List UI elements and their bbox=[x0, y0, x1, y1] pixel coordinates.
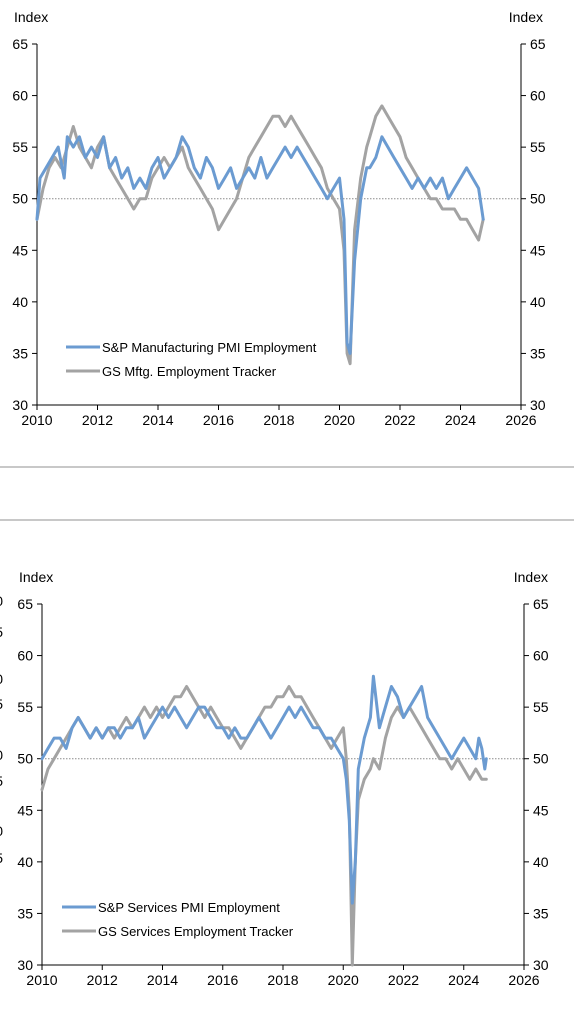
x-tick-label: 2014 bbox=[142, 412, 173, 428]
y-tick-label-left: 50 bbox=[17, 751, 33, 767]
y-tick-label-right: 30 bbox=[530, 397, 546, 413]
y-tick-label-right: 35 bbox=[530, 345, 546, 361]
x-tick-label: 2010 bbox=[26, 972, 57, 988]
x-tick-label: 2010 bbox=[21, 412, 52, 428]
y-tick-label-right: 65 bbox=[533, 596, 549, 612]
x-tick-label: 2012 bbox=[87, 972, 118, 988]
clipped-edge-label: 0 bbox=[0, 747, 3, 763]
chart-separator-top bbox=[0, 466, 574, 468]
y-tick-label-left: 45 bbox=[12, 242, 28, 258]
y-tick-label-left: 60 bbox=[12, 88, 28, 104]
y-tick-label-left: 35 bbox=[12, 345, 28, 361]
x-tick-label: 2024 bbox=[448, 972, 479, 988]
clipped-edge-label: 0 bbox=[0, 823, 3, 839]
chart-separator-bottom bbox=[0, 519, 574, 521]
y-tick-label-right: 55 bbox=[533, 699, 549, 715]
clipped-edge-label: 5 bbox=[0, 696, 3, 712]
x-tick-label: 2018 bbox=[263, 412, 294, 428]
y-tick-label-right: 50 bbox=[533, 751, 549, 767]
x-tick-label: 2022 bbox=[384, 412, 415, 428]
x-tick-label: 2012 bbox=[82, 412, 113, 428]
legend-label: GS Mftg. Employment Tracker bbox=[102, 364, 277, 379]
series-line-gray bbox=[40, 685, 488, 967]
x-tick-label: 2026 bbox=[505, 412, 536, 428]
x-tick-label: 2022 bbox=[388, 972, 419, 988]
y-tick-label-left: 35 bbox=[17, 905, 33, 921]
series-line-blue bbox=[40, 674, 488, 905]
right-axis-unit-label: Index bbox=[509, 9, 543, 25]
clipped-edge-label: 5 bbox=[0, 624, 3, 640]
y-tick-label-right: 50 bbox=[530, 191, 546, 207]
x-tick-label: 2020 bbox=[324, 412, 355, 428]
y-tick-label-left: 30 bbox=[12, 397, 28, 413]
y-tick-label-right: 60 bbox=[533, 648, 549, 664]
clipped-edge-label: 0 bbox=[0, 593, 3, 609]
legend-label: S&P Services PMI Employment bbox=[98, 900, 280, 915]
y-tick-label-left: 55 bbox=[17, 699, 33, 715]
clipped-edge-label: 0 bbox=[0, 671, 3, 687]
y-tick-label-right: 40 bbox=[533, 854, 549, 870]
series-line-gray bbox=[35, 104, 485, 366]
right-axis-unit-label: Index bbox=[514, 569, 548, 585]
y-tick-label-right: 45 bbox=[533, 802, 549, 818]
y-tick-label-left: 40 bbox=[12, 294, 28, 310]
x-tick-label: 2024 bbox=[445, 412, 476, 428]
y-tick-label-right: 35 bbox=[533, 905, 549, 921]
y-tick-label-right: 60 bbox=[530, 88, 546, 104]
y-tick-label-left: 45 bbox=[17, 802, 33, 818]
series-line-blue bbox=[35, 135, 485, 355]
y-tick-label-left: 60 bbox=[17, 648, 33, 664]
y-tick-label-right: 30 bbox=[533, 957, 549, 973]
x-tick-label: 2020 bbox=[328, 972, 359, 988]
x-tick-label: 2016 bbox=[203, 412, 234, 428]
y-tick-label-right: 40 bbox=[530, 294, 546, 310]
y-tick-label-left: 65 bbox=[12, 36, 28, 52]
clipped-edge-label: 5 bbox=[0, 850, 3, 866]
left-axis-unit-label: Index bbox=[19, 569, 53, 585]
y-tick-label-left: 30 bbox=[17, 957, 33, 973]
clipped-edge-label: 5 bbox=[0, 773, 3, 789]
x-tick-label: 2014 bbox=[147, 972, 178, 988]
y-tick-label-left: 55 bbox=[12, 139, 28, 155]
legend-label: S&P Manufacturing PMI Employment bbox=[102, 340, 317, 355]
y-tick-label-left: 50 bbox=[12, 191, 28, 207]
y-tick-label-right: 65 bbox=[530, 36, 546, 52]
x-tick-label: 2018 bbox=[267, 972, 298, 988]
manufacturing-employment-chart: Index Index 30 30 35 35 40 40 45 45 50 50 55 55 60 60 65… bbox=[12, 9, 546, 428]
x-tick-label: 2026 bbox=[508, 972, 539, 988]
legend-label: GS Services Employment Tracker bbox=[98, 924, 294, 939]
y-tick-label-right: 45 bbox=[530, 242, 546, 258]
y-tick-label-left: 40 bbox=[17, 854, 33, 870]
y-tick-label-right: 55 bbox=[530, 139, 546, 155]
left-axis-unit-label: Index bbox=[14, 9, 48, 25]
x-tick-label: 2016 bbox=[207, 972, 238, 988]
y-tick-label-left: 65 bbox=[17, 596, 33, 612]
